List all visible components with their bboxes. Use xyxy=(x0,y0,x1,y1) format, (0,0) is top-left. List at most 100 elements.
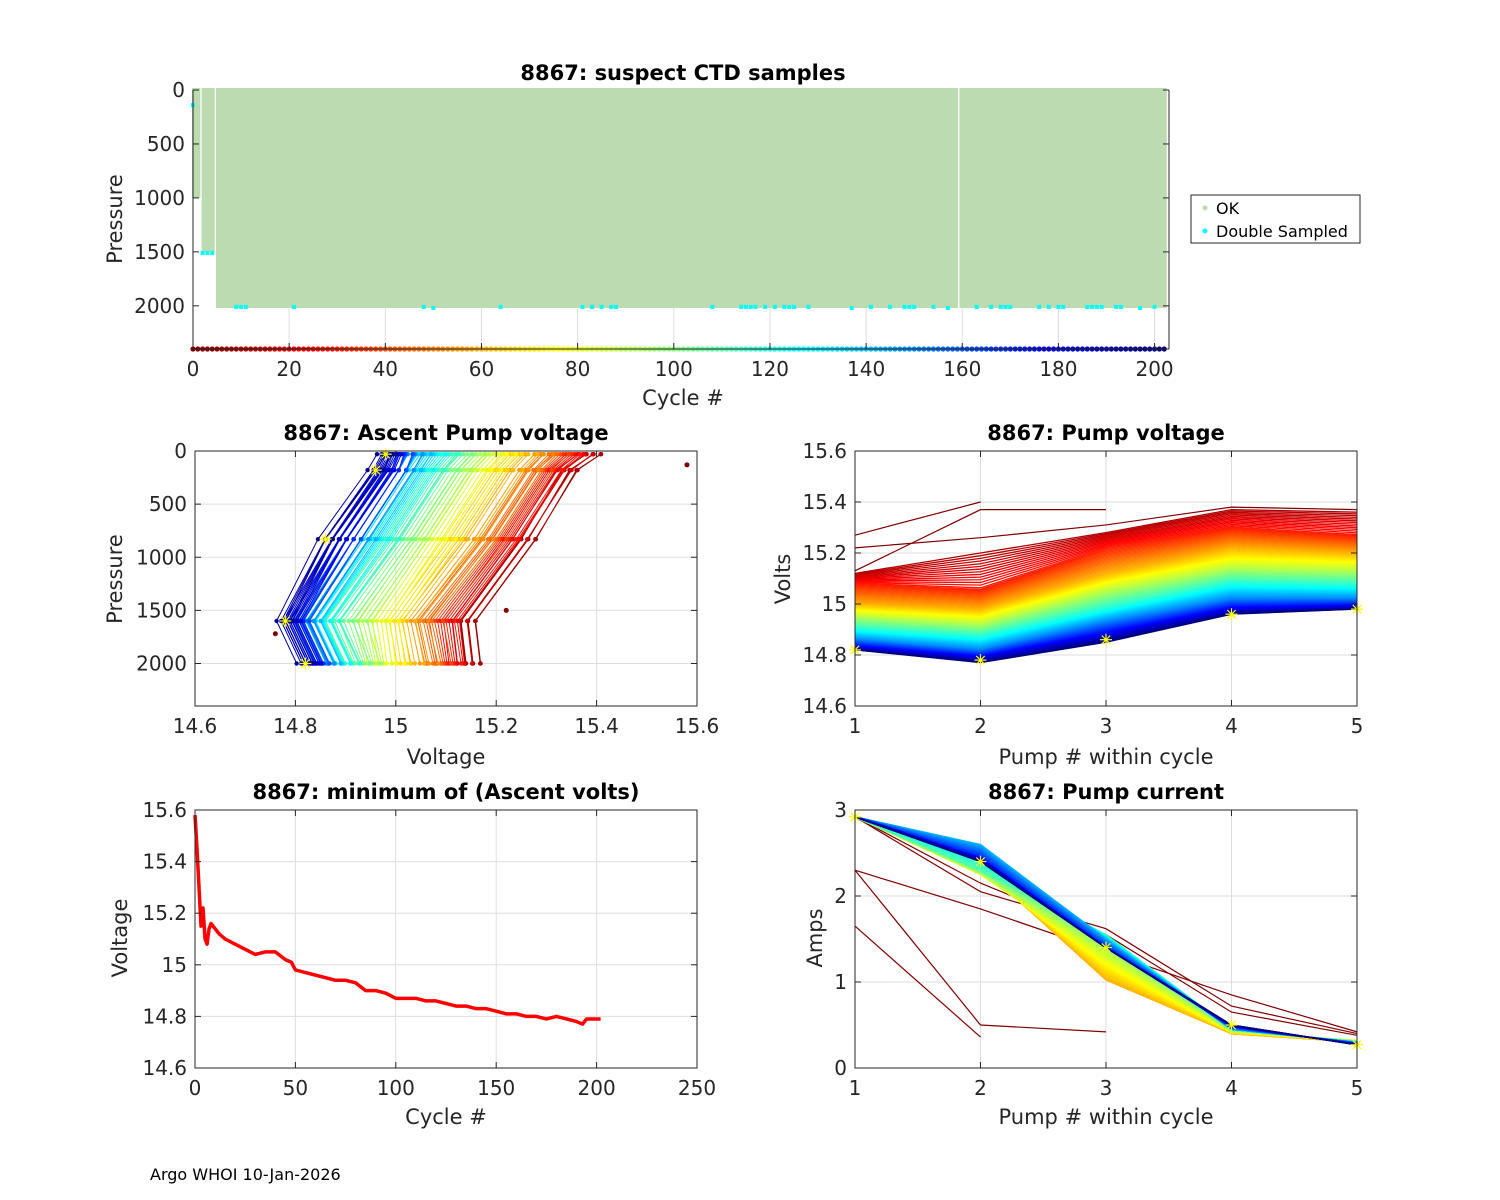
double-sampled-point xyxy=(599,304,604,309)
profile-point xyxy=(379,618,384,624)
cycle-line xyxy=(854,553,1358,615)
axes-box xyxy=(194,450,698,707)
profile-point xyxy=(369,618,374,624)
y-tick-label: 500 xyxy=(147,132,185,156)
profile-point xyxy=(407,661,413,666)
x-tick-label: 250 xyxy=(678,1076,716,1100)
y-tick-label: 2000 xyxy=(134,294,185,318)
double-sampled-point xyxy=(498,304,503,309)
profile-point xyxy=(294,661,299,666)
double-sampled-point xyxy=(210,250,215,255)
x-tick-label: 100 xyxy=(655,357,693,381)
x-tick-label: 20 xyxy=(276,357,301,381)
cycle-line xyxy=(854,561,1358,621)
double-sampled-point xyxy=(614,304,619,309)
profile-point xyxy=(396,618,402,624)
profile-point xyxy=(350,618,355,624)
profile-point xyxy=(450,467,455,473)
x-axis-label: Cycle # xyxy=(642,386,724,410)
profile-point xyxy=(504,451,510,457)
profile-point xyxy=(550,451,556,457)
profile-point xyxy=(541,451,546,457)
double-sampled-point xyxy=(849,305,854,310)
profile-point xyxy=(489,467,495,473)
cycle-line xyxy=(854,511,1358,576)
cycle-line xyxy=(854,522,1358,582)
double-sampled-point xyxy=(782,304,787,309)
profile-point xyxy=(289,618,295,624)
profile-point xyxy=(355,618,360,624)
profile-point xyxy=(533,536,538,542)
star-stroke xyxy=(1101,635,1111,645)
outlier-point xyxy=(684,462,690,468)
profile-point xyxy=(453,536,459,542)
profile-point xyxy=(438,661,444,666)
y-tick-label: 0 xyxy=(174,439,187,463)
pump-voltage-lines xyxy=(854,501,1358,664)
cycle-profile-line xyxy=(301,454,406,664)
double-sampled-point xyxy=(205,250,210,255)
profile-point xyxy=(404,536,410,542)
y-tick-label: 14.6 xyxy=(142,1056,187,1080)
profile-point xyxy=(408,618,414,624)
double-sampled-point xyxy=(291,304,296,309)
profile-point xyxy=(410,451,415,457)
x-tick-label: 160 xyxy=(943,357,981,381)
cycle-line xyxy=(854,564,1358,623)
double-sampled-point xyxy=(1085,304,1090,309)
profile-point xyxy=(510,451,516,457)
y-tick-label: 15 xyxy=(822,592,847,616)
double-sampled-point xyxy=(1118,304,1123,309)
legend-ok-label: OK xyxy=(1216,199,1240,218)
profile-point xyxy=(440,618,446,624)
profile-point xyxy=(428,451,434,457)
profile-point xyxy=(383,618,388,624)
x-tick-label: 150 xyxy=(477,1076,515,1100)
cycle-line xyxy=(854,510,1358,575)
profile-point xyxy=(336,618,342,624)
profile-point xyxy=(341,618,346,624)
profile-point xyxy=(526,467,531,473)
y-axis-label: Volts xyxy=(771,554,795,605)
profile-point xyxy=(404,618,410,624)
profile-point xyxy=(520,467,525,473)
y-tick-label: 15.6 xyxy=(802,439,847,463)
profile-point xyxy=(557,451,563,457)
profile-point xyxy=(435,536,440,542)
profile-point xyxy=(471,467,476,473)
cycle-line xyxy=(854,544,1358,608)
cycle-line xyxy=(854,531,1358,595)
profile-point xyxy=(312,618,317,624)
cycle-line xyxy=(854,558,1358,618)
profile-point xyxy=(443,451,448,457)
latest-cycle-star-marker xyxy=(1225,608,1238,621)
cycle-line xyxy=(854,565,1358,624)
profile-point xyxy=(526,451,531,457)
pump-voltage-chart: 8867: Pump voltage 1 2 3 4 5 14.6 14.8 15 15.2 15… xyxy=(771,421,1363,769)
y-tick-label: 0 xyxy=(834,1056,847,1080)
profile-point xyxy=(454,451,459,457)
double-sampled-point xyxy=(243,304,248,309)
profile-point xyxy=(330,536,335,542)
cycle-line xyxy=(854,509,1106,572)
profile-point xyxy=(450,536,455,542)
profile-point xyxy=(525,536,530,542)
profile-point xyxy=(377,661,382,666)
star-stroke xyxy=(300,658,311,669)
cycle-line xyxy=(854,548,1358,612)
profile-point xyxy=(532,451,537,457)
profile-point xyxy=(365,467,370,473)
double-sampled-point xyxy=(868,304,873,309)
profile-point xyxy=(486,451,492,457)
star-stroke xyxy=(975,655,986,665)
cycle-line xyxy=(854,562,1358,621)
outlier-point xyxy=(272,631,278,637)
profile-point xyxy=(520,451,525,457)
profile-point xyxy=(426,661,432,666)
profile-point xyxy=(511,467,516,473)
profile-point xyxy=(481,536,486,542)
profile-point xyxy=(390,451,395,457)
profile-point xyxy=(385,536,390,542)
double-sampled-point xyxy=(748,304,753,309)
